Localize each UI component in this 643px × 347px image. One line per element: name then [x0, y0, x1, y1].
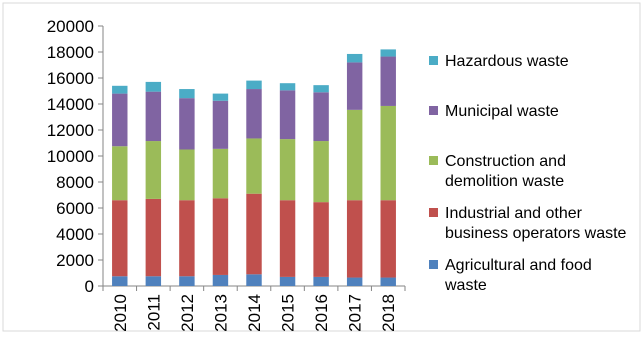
bar-segment [380, 200, 396, 278]
legend-label: Construction and [445, 153, 566, 170]
x-tick-label: 2013 [211, 294, 230, 332]
bar-segment [246, 193, 262, 275]
legend-label: business operators waste [445, 225, 627, 242]
bar-segment [246, 89, 262, 139]
bar-segment [212, 274, 229, 286]
y-tick-label: 20000 [47, 17, 94, 36]
bar-segment [279, 90, 296, 140]
bar-segment [313, 276, 329, 286]
x-tick-label: 2017 [346, 294, 365, 332]
y-tick-label: 18000 [47, 43, 94, 62]
bar-segment [346, 277, 363, 286]
x-tick-label: 2014 [245, 294, 264, 332]
y-tick-label: 0 [85, 277, 94, 296]
bar-segment [279, 83, 296, 91]
bar-segment [346, 200, 363, 278]
legend-swatch [429, 260, 438, 269]
bar-segment [212, 93, 229, 101]
y-tick-label: 2000 [56, 251, 94, 270]
bar-segment [145, 81, 162, 92]
legend-label: Municipal waste [445, 103, 559, 120]
bar-segment [179, 276, 195, 286]
bar-segment [246, 138, 262, 194]
legend-label: demolition waste [445, 173, 564, 190]
bar-segment [212, 148, 229, 199]
bar-segment [112, 85, 128, 94]
bar-segment [313, 202, 329, 277]
bar-segment [380, 56, 396, 106]
bar-segment [112, 200, 128, 277]
bar-segment [313, 85, 329, 93]
legend-swatch [429, 106, 438, 115]
bar-segment [346, 109, 363, 201]
legend-label: waste [444, 277, 487, 294]
x-tick-label: 2018 [379, 294, 398, 332]
legend: Hazardous waste Municipal waste Constructi… [429, 53, 627, 294]
y-tick-label: 4000 [56, 225, 94, 244]
bar-segment [246, 274, 262, 286]
x-tick-label: 2010 [111, 294, 130, 332]
x-tick-label: 2016 [312, 294, 331, 332]
legend-swatch [429, 208, 438, 217]
y-tick-label: 16000 [47, 69, 94, 88]
x-tick-label: 2012 [178, 294, 197, 332]
x-tick-label: 2011 [144, 294, 163, 331]
bar-segment [179, 200, 195, 277]
bar-segment [346, 62, 363, 110]
legend-label: Agricultural and food [445, 257, 592, 274]
bar-segment [179, 98, 195, 150]
bar-segment [145, 276, 162, 286]
bar-segment [279, 200, 296, 277]
bar-segment [112, 276, 128, 286]
bar-segment [380, 277, 396, 286]
plot-area: 0 2000 4000 6000 8000 10000 12000 14000 16000 180… [47, 17, 406, 332]
legend-swatch [429, 56, 438, 65]
y-tick-label: 12000 [47, 121, 94, 140]
bar-segment [380, 105, 396, 201]
legend-label: Hazardous waste [445, 53, 569, 70]
legend-label: Industrial and other [445, 205, 583, 222]
bar-segment [112, 146, 128, 201]
bar-segment [380, 49, 396, 57]
bar-segment [212, 198, 229, 275]
bar-segment [313, 92, 329, 142]
bar-segment [279, 276, 296, 286]
bar-segment [145, 198, 162, 277]
y-tick-label: 14000 [47, 95, 94, 114]
y-tick-label: 10000 [47, 147, 94, 166]
bar-segment [279, 139, 296, 201]
bar-segment [112, 93, 128, 147]
legend-swatch [429, 156, 438, 165]
bar-segment [145, 141, 162, 199]
bar-segment [246, 80, 262, 90]
bar-segment [313, 141, 329, 203]
y-tick-label: 6000 [56, 199, 94, 218]
y-tick-label: 8000 [56, 173, 94, 192]
bar-segment [346, 53, 363, 63]
bar-segment [179, 149, 195, 201]
x-tick-label: 2015 [279, 294, 298, 332]
bar-segment [145, 91, 162, 142]
bar-segment [212, 100, 229, 149]
bar-segment [179, 89, 195, 99]
